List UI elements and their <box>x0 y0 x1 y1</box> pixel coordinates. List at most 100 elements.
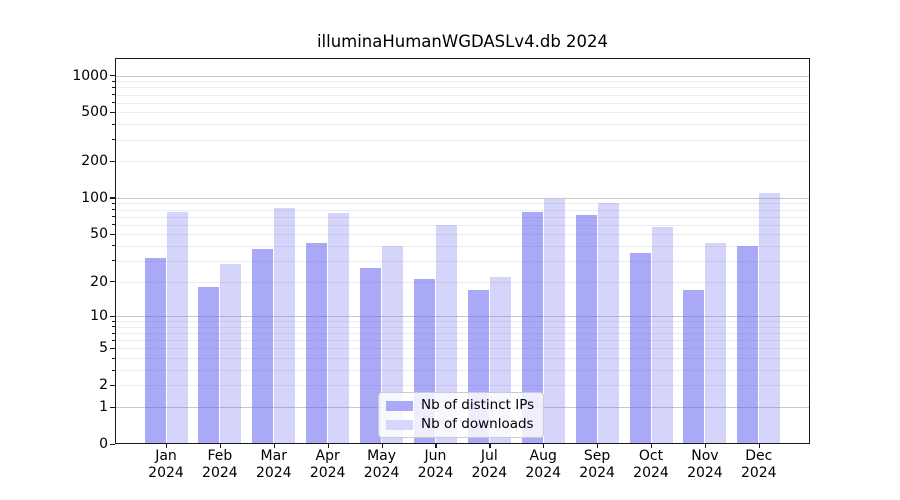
y-minor-tick <box>112 332 115 334</box>
gridline-minor <box>115 348 810 350</box>
y-minor-tick <box>112 111 115 113</box>
y-minor-tick <box>112 202 115 204</box>
y-tick-label-50: 50 <box>90 226 108 243</box>
bar-downloads-jun <box>435 224 457 444</box>
bar-ips-mar <box>252 248 274 444</box>
y-minor-tick <box>112 216 115 218</box>
gridline-minor <box>115 81 810 83</box>
y-minor-tick <box>112 102 115 104</box>
y-minor-tick <box>112 123 115 125</box>
y-minor-tick <box>112 384 115 386</box>
x-tick-dec <box>758 444 760 448</box>
bar-downloads-aug <box>543 198 565 444</box>
gridline-minor <box>115 209 810 211</box>
gridline-major <box>115 316 810 318</box>
bar-ips-apr <box>306 243 328 444</box>
y-tick-label-0: 0 <box>99 436 108 452</box>
legend-swatch-downloads <box>386 419 413 430</box>
x-tick-label-jan: Jan 2024 <box>148 448 184 481</box>
plot-area <box>115 58 810 444</box>
y-tick-label-2: 2 <box>99 377 108 394</box>
x-tick-label-apr: Apr 2024 <box>309 448 346 481</box>
chart-title: illuminaHumanWGDASLv4.db 2024 <box>316 32 609 51</box>
bar-downloads-apr <box>328 213 350 444</box>
gridline-minor <box>115 124 810 126</box>
y-tick-label-1: 1 <box>99 399 108 416</box>
bar-downloads-feb <box>220 264 242 444</box>
bar-ips-may <box>360 268 382 444</box>
y-tick-100 <box>110 197 115 199</box>
gridline-minor <box>115 139 810 141</box>
y-minor-tick <box>112 339 115 341</box>
y-minor-tick <box>112 160 115 162</box>
gridline-minor <box>115 94 810 96</box>
x-tick-label-oct: Oct 2024 <box>633 448 669 481</box>
x-tick-feb <box>219 444 222 448</box>
x-tick-label-may: May 2024 <box>363 448 400 481</box>
legend: Nb of distinct IPs Nb of downloads <box>378 392 544 438</box>
y-tick-0 <box>110 443 115 445</box>
legend-item-downloads: Nb of downloads <box>386 417 535 432</box>
gridline-minor <box>115 234 810 236</box>
x-tick-oct <box>651 444 653 448</box>
gridline-minor <box>115 340 810 342</box>
x-tick-label-feb: Feb 2024 <box>202 448 238 481</box>
gridline-minor <box>115 321 810 323</box>
bar-ips-dec <box>737 245 759 444</box>
x-tick-nov <box>704 444 707 448</box>
gridline-minor <box>115 87 810 89</box>
gridline-major <box>115 75 810 77</box>
x-tick-label-aug: Aug 2024 <box>525 448 562 481</box>
gridline-minor <box>115 203 810 205</box>
x-tick-aug <box>543 444 545 448</box>
y-minor-tick <box>112 347 115 349</box>
bar-downloads-oct <box>651 226 673 444</box>
y-minor-tick <box>112 369 115 371</box>
bar-ips-sep <box>575 215 597 444</box>
y-tick-label-5: 5 <box>99 340 108 357</box>
x-tick-mar <box>273 444 275 448</box>
gridline-minor <box>115 333 810 335</box>
y-minor-tick <box>112 94 115 96</box>
gridline-minor <box>115 224 810 226</box>
gridline-minor <box>115 260 810 262</box>
x-tick-apr <box>327 444 329 448</box>
gridline-minor <box>115 216 810 218</box>
bar-ips-nov <box>683 289 705 444</box>
y-tick-label-20: 20 <box>90 273 108 290</box>
legend-label-distinct-ips: Nb of distinct IPs <box>421 397 535 413</box>
x-tick-label-nov: Nov 2024 <box>687 448 723 481</box>
y-minor-tick <box>112 245 115 247</box>
bar-downloads-nov <box>705 243 727 444</box>
x-tick-label-dec: Dec 2024 <box>740 448 777 481</box>
y-minor-tick <box>112 260 115 262</box>
y-minor-tick <box>112 86 115 88</box>
legend-swatch-distinct-ips <box>386 400 413 411</box>
bar-ips-jan <box>144 257 166 444</box>
y-tick-label-500: 500 <box>81 104 108 121</box>
x-tick-label-sep: Sep 2024 <box>579 448 615 481</box>
y-minor-tick <box>112 139 115 141</box>
y-minor-tick <box>112 281 115 283</box>
gridline-minor <box>115 112 810 114</box>
bar-ips-aug <box>521 211 543 444</box>
gridline-minor <box>115 102 810 104</box>
bar-downloads-dec <box>759 192 781 444</box>
gridline-minor <box>115 370 810 372</box>
x-tick-label-mar: Mar 2024 <box>255 448 292 481</box>
x-tick-jun <box>435 444 437 448</box>
legend-label-downloads: Nb of downloads <box>421 416 534 432</box>
x-tick-label-jul: Jul 2024 <box>471 448 508 481</box>
y-minor-tick <box>112 209 115 211</box>
bar-downloads-sep <box>597 202 619 444</box>
legend-item-distinct-ips: Nb of distinct IPs <box>386 398 535 413</box>
gridline-minor <box>115 281 810 283</box>
gridline-minor <box>115 385 810 387</box>
y-minor-tick <box>112 224 115 226</box>
y-tick-1000 <box>110 75 115 77</box>
gridline-minor <box>115 358 810 360</box>
y-tick-label-200: 200 <box>81 153 108 170</box>
x-tick-may <box>381 444 383 448</box>
y-tick-label-1000: 1000 <box>72 67 108 84</box>
